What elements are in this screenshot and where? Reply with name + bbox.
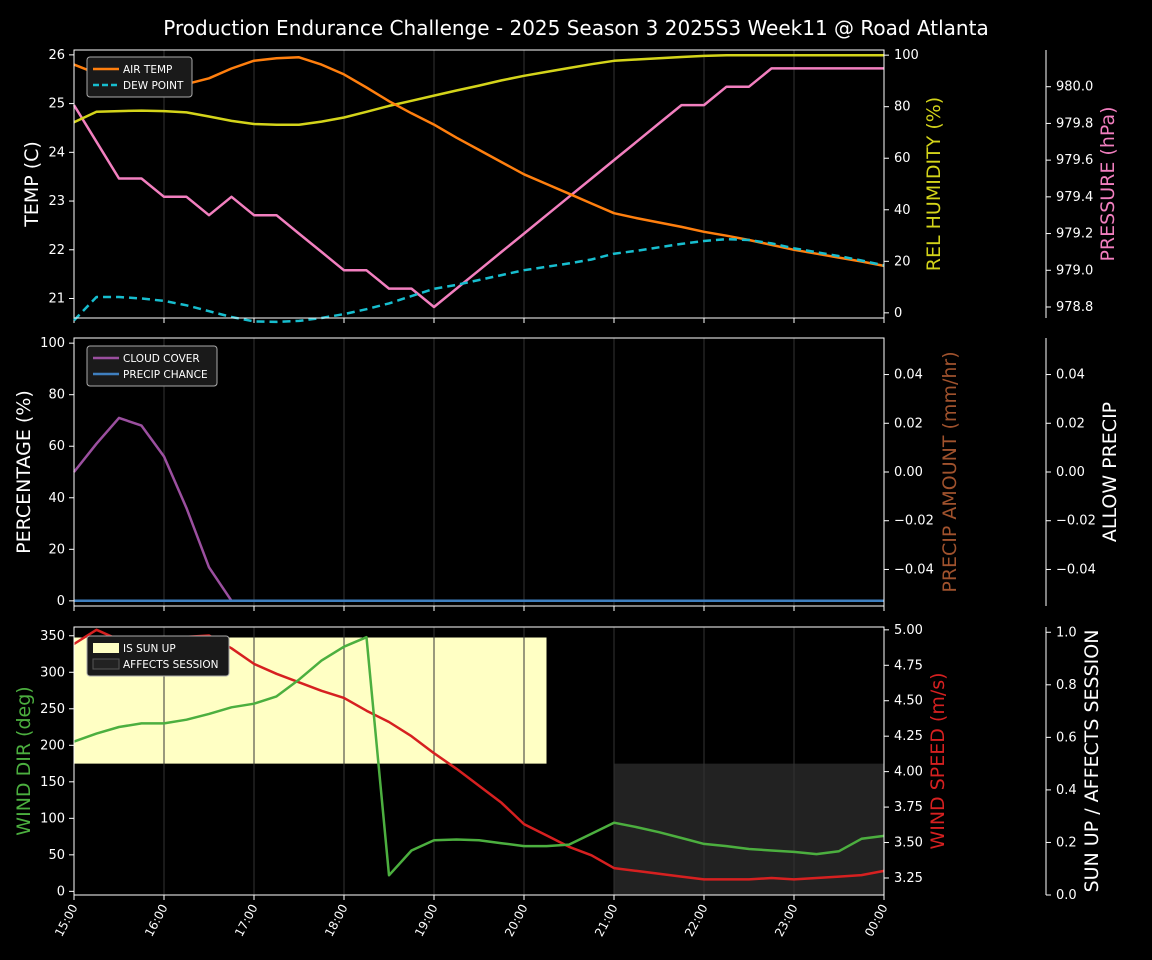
percentage-axis-label: PERCENTAGE (%) bbox=[13, 390, 35, 554]
pressure-axis-tick-label: 979.8 bbox=[1056, 116, 1093, 131]
wind-dir-axis-tick-label: 350 bbox=[40, 629, 65, 644]
precip-amount-axis-tick-label: 0.04 bbox=[894, 368, 923, 383]
precip-amount-axis-tick-label: 0.00 bbox=[894, 465, 923, 480]
temp-axis-tick-label: 21 bbox=[48, 292, 65, 307]
sun-up-axis-tick-label: 0.8 bbox=[1056, 678, 1077, 693]
percentage-axis-tick-label: 100 bbox=[40, 336, 65, 351]
p1-legend-box bbox=[86, 56, 193, 98]
wind-dir-axis-tick-label: 150 bbox=[40, 775, 65, 790]
percentage-axis-tick-label: 0 bbox=[57, 594, 65, 609]
pressure-axis-tick-label: 978.8 bbox=[1056, 300, 1093, 315]
wind-speed-axis-tick-label: 5.00 bbox=[894, 623, 923, 638]
allow-precip-axis-tick-label: 0.04 bbox=[1056, 368, 1085, 383]
percentage-axis-tick-label: 80 bbox=[48, 388, 65, 403]
p2-legend-label: PRECIP CHANCE bbox=[123, 369, 208, 381]
humidity-axis-tick-label: 60 bbox=[894, 151, 911, 166]
sun-up-axis-tick-label: 0.4 bbox=[1056, 783, 1077, 798]
temp-axis-tick-label: 25 bbox=[48, 97, 65, 112]
pressure-axis-label: PRESSURE (hPa) bbox=[1097, 106, 1119, 261]
wind-dir-axis-tick-label: 100 bbox=[40, 811, 65, 826]
wind-speed-axis-tick-label: 4.75 bbox=[894, 658, 923, 673]
p2-legend-box bbox=[86, 345, 218, 387]
humidity-axis-tick-label: 100 bbox=[894, 48, 919, 63]
precip-amount-axis-tick-label: 0.02 bbox=[894, 416, 923, 431]
percentage-axis-tick-label: 60 bbox=[48, 439, 65, 454]
percentage-axis-tick-label: 40 bbox=[48, 491, 65, 506]
humidity-line bbox=[73, 53, 884, 126]
sun-up-axis-tick-label: 1.0 bbox=[1056, 625, 1077, 640]
wind-dir-line bbox=[73, 635, 885, 877]
wind-speed-axis-tick-label: 4.25 bbox=[894, 729, 923, 744]
wind-speed-axis-tick-label: 3.25 bbox=[894, 871, 923, 886]
precip-amount-axis-tick-label: −0.04 bbox=[894, 562, 934, 577]
p1-legend-label: DEW POINT bbox=[123, 80, 184, 92]
wind-dir-axis-tick-label: 50 bbox=[48, 848, 65, 863]
humidity-axis-tick-label: 0 bbox=[894, 306, 902, 321]
wind-dir-axis-tick-label: 300 bbox=[40, 665, 65, 680]
sun-up-axis-label: SUN UP / AFFECTS SESSION bbox=[1081, 630, 1103, 893]
pressure-axis-tick-label: 979.6 bbox=[1056, 153, 1093, 168]
humidity-axis-label: REL HUMIDITY (%) bbox=[923, 97, 945, 271]
allow-precip-axis-tick-label: 0.00 bbox=[1056, 465, 1085, 480]
wind-dir-axis-tick-label: 250 bbox=[40, 702, 65, 717]
humidity-axis-tick-label: 20 bbox=[894, 254, 911, 269]
sun-up-axis-tick-label: 0.0 bbox=[1056, 888, 1077, 903]
sun-up-axis-tick-label: 0.6 bbox=[1056, 730, 1077, 745]
wind-speed-axis-tick-label: 3.75 bbox=[894, 800, 923, 815]
temp-axis-tick-label: 22 bbox=[48, 243, 65, 258]
percentage-axis-tick-label: 20 bbox=[48, 542, 65, 557]
precip-amount-axis-label: PRECIP AMOUNT (mm/hr) bbox=[939, 351, 961, 592]
temp-axis-tick-label: 24 bbox=[48, 145, 65, 160]
allow-precip-axis-tick-label: −0.02 bbox=[1056, 514, 1096, 529]
pressure-axis-tick-label: 979.4 bbox=[1056, 190, 1093, 205]
wind-speed-axis-tick-label: 4.50 bbox=[894, 694, 923, 709]
humidity-axis-tick-label: 80 bbox=[894, 100, 911, 115]
pressure-axis-tick-label: 980.0 bbox=[1056, 80, 1093, 95]
p3-legend-box bbox=[86, 635, 230, 677]
allow-precip-axis-tick-label: 0.02 bbox=[1056, 416, 1085, 431]
temp-axis-tick-label: 23 bbox=[48, 194, 65, 209]
allow-precip-axis-tick-label: −0.04 bbox=[1056, 562, 1096, 577]
chart-title: Production Endurance Challenge - 2025 Se… bbox=[163, 16, 988, 40]
wind-dir-axis-tick-label: 0 bbox=[57, 884, 65, 899]
p3-legend-patch bbox=[92, 658, 120, 670]
humidity-axis-tick-label: 40 bbox=[894, 203, 911, 218]
p1-frame bbox=[73, 49, 885, 319]
dew-point-line bbox=[73, 237, 885, 324]
wind-speed-axis-tick-label: 4.00 bbox=[894, 765, 923, 780]
wind-dir-axis-label: WIND DIR (deg) bbox=[13, 686, 35, 835]
wind-speed-axis-tick-label: 3.50 bbox=[894, 836, 923, 851]
wind-dir-axis-tick-label: 200 bbox=[40, 738, 65, 753]
pressure-axis-tick-label: 979.0 bbox=[1056, 263, 1093, 278]
p2-legend-label: CLOUD COVER bbox=[123, 353, 200, 365]
pressure-line bbox=[72, 67, 884, 309]
p3-legend-patch bbox=[93, 643, 119, 653]
precip-amount-axis-tick-label: −0.02 bbox=[894, 514, 934, 529]
p3-legend-label: AFFECTS SESSION bbox=[123, 659, 219, 671]
pressure-axis-tick-label: 979.2 bbox=[1056, 227, 1093, 242]
p1-legend-label: AIR TEMP bbox=[123, 64, 172, 76]
sun-up-axis-tick-label: 0.2 bbox=[1056, 835, 1077, 850]
temp-axis-tick-label: 26 bbox=[48, 48, 65, 63]
wind-speed-axis-label: WIND SPEED (m/s) bbox=[927, 672, 949, 849]
allow-precip-axis-label: ALLOW PRECIP bbox=[1099, 402, 1121, 542]
temp-axis-label: TEMP (C) bbox=[21, 141, 43, 228]
p3-frame bbox=[73, 626, 885, 896]
p3-legend-label: IS SUN UP bbox=[123, 643, 176, 655]
